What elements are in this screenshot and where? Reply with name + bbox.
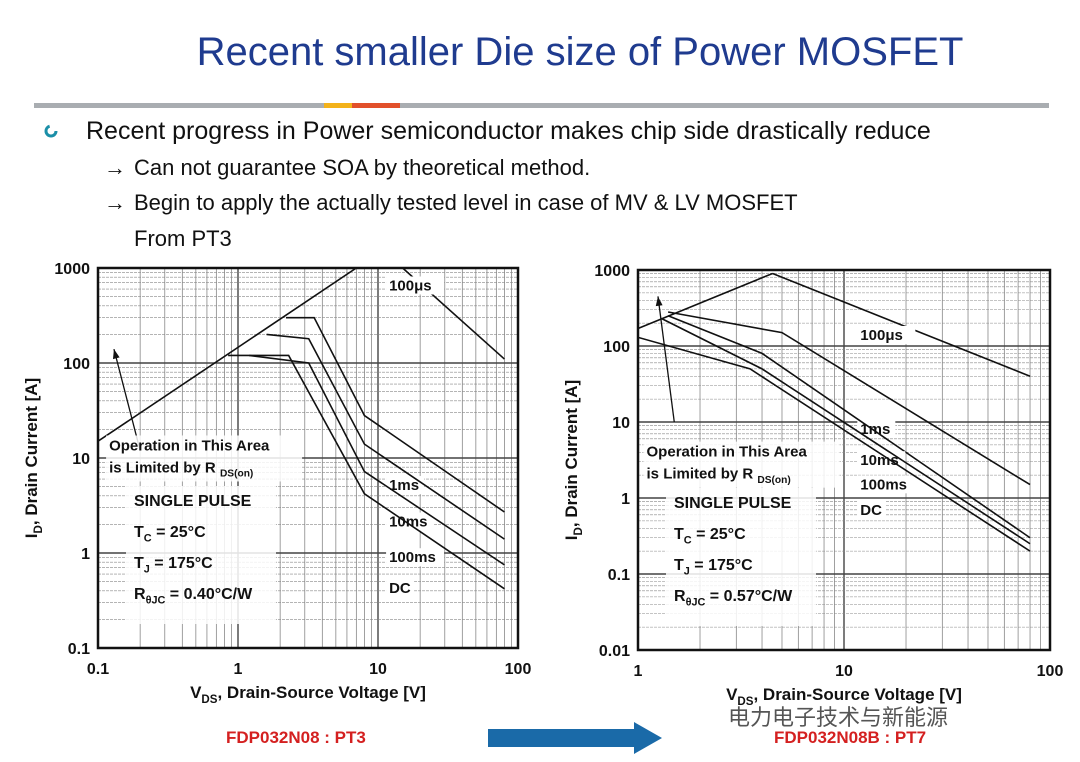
left-part-label: FDP032N08 : PT3: [226, 728, 366, 747]
y-tick-label: 0.1: [608, 567, 630, 584]
series-label-bg: [386, 548, 445, 567]
annotation-bg: [643, 441, 840, 488]
condition-line: RθJC = 0.57°C/W: [674, 588, 793, 608]
soa-curve-100μs: [772, 272, 1031, 377]
y-tick-label: 1: [621, 491, 630, 508]
condition-line: TJ = 175°C: [134, 555, 213, 575]
conditions-bg: [666, 488, 816, 626]
y-tick-label: 1000: [594, 263, 630, 280]
annotation-arrowhead-icon: [112, 349, 120, 360]
series-label: 100μs: [860, 327, 903, 344]
x-tick-label: 10: [369, 661, 387, 678]
y-tick-label: 1000: [54, 261, 90, 278]
series-label-bg: [857, 325, 916, 344]
series-label-bg: [386, 276, 445, 295]
x-axis-label: VDS, Drain-Source Voltage [V]: [190, 683, 426, 706]
sub-point-1-text: Can not guarantee SOA by theoretical met…: [134, 155, 591, 180]
right-part-label: FDP032N08B : PT7: [774, 728, 927, 747]
series-label: 1ms: [860, 421, 890, 438]
soa-curve-100ms: [248, 354, 505, 566]
arrow-right-icon: →: [104, 190, 126, 215]
bullet-text: Recent progress in Power semiconductor m…: [86, 117, 931, 145]
series-label: DC: [389, 580, 411, 597]
y-tick-label: 10: [612, 415, 630, 432]
soa-curve-10ms: [266, 333, 505, 540]
series-label-bg: [386, 578, 415, 597]
condition-line: SINGLE PULSE: [134, 493, 252, 510]
soa-curve-100μs: [356, 268, 505, 360]
series-label: DC: [860, 502, 882, 519]
big-right-arrow-icon: [488, 722, 662, 754]
annotation-line-2: is Limited by R DS(on): [109, 459, 253, 479]
annotation-arrowhead-icon: [655, 296, 663, 307]
annotation-arrow-line: [113, 348, 141, 451]
annotation-bg: [106, 435, 303, 482]
y-tick-label: 100: [63, 356, 90, 373]
x-tick-label: 10: [835, 663, 853, 680]
soa-curve-DC: [638, 336, 1031, 552]
watermark-text: 电力电子技术与新能源: [728, 705, 949, 730]
sub-point-2-text: Begin to apply the actually tested level…: [134, 190, 798, 215]
sub-point-2: → Begin to apply the actually tested leve…: [104, 190, 798, 216]
title-divider: [34, 103, 1049, 108]
condition-line: SINGLE PULSE: [674, 495, 792, 512]
series-label-bg: [857, 475, 916, 494]
series-label: 100μs: [389, 277, 432, 294]
soa-chart-left: 0.1 1 10 100 0.1 1 10 100 1000 VDS, Drain-Source …: [22, 261, 532, 706]
series-label-bg: [386, 476, 425, 495]
y-tick-label: 100: [603, 339, 630, 356]
y-axis-label: ID, Drain Current [A]: [22, 378, 45, 538]
condition-line: TJ = 175°C: [674, 557, 753, 577]
soa-curve-DC: [228, 354, 505, 590]
series-label: 100ms: [389, 549, 436, 566]
condition-line: TC = 25°C: [674, 526, 746, 546]
series-label: 10ms: [860, 452, 898, 469]
y-tick-label: 10: [72, 451, 90, 468]
series-label-bg: [857, 419, 896, 438]
conditions-bg: [126, 486, 276, 624]
series-label: 100ms: [860, 476, 907, 493]
bullet-ring-icon: [44, 124, 58, 138]
soa-curve-10ms: [667, 315, 1031, 539]
series-label: 1ms: [389, 477, 419, 494]
plot-frame: [636, 268, 1052, 652]
y-tick-label: 0.1: [68, 641, 90, 658]
x-tick-label: 100: [505, 661, 532, 678]
soa-curve-1ms: [285, 316, 505, 513]
soa-curve-1ms: [667, 311, 1031, 486]
soa-curve-100ms: [661, 317, 1031, 545]
soa-chart-right: 1 10 100 0.01 0.1 1 10 100 1000 VDS, Drain-Source…: [562, 263, 1064, 708]
sub-point-1: → Can not guarantee SOA by theoretical me…: [104, 155, 590, 181]
x-tick-label: 0.1: [87, 661, 109, 678]
series-label: 10ms: [389, 514, 427, 531]
x-tick-label: 1: [634, 663, 643, 680]
annotation-arrow-line: [657, 296, 675, 423]
annotation-line-1: Operation in This Area: [647, 444, 808, 461]
x-tick-label: 1: [234, 661, 243, 678]
annotation-line-2: is Limited by R DS(on): [647, 466, 791, 486]
condition-line: RθJC = 0.40°C/W: [134, 586, 253, 606]
x-axis-label: VDS, Drain-Source Voltage [V]: [726, 685, 962, 708]
series-label-bg: [857, 500, 886, 519]
y-axis-label: ID, Drain Current [A]: [562, 380, 585, 540]
slide-title: Recent smaller Die size of Power MOSFET: [196, 30, 964, 74]
rds-limit-line: [98, 268, 357, 442]
series-label-bg: [857, 451, 906, 470]
sub-point-3-text: From PT3: [134, 226, 232, 251]
y-tick-label: 1: [81, 546, 90, 563]
y-tick-label: 0.01: [599, 643, 630, 660]
plot-frame: [96, 266, 520, 650]
arrow-right-icon: →: [104, 155, 126, 180]
condition-line: TC = 25°C: [134, 524, 206, 544]
annotation-line-1: Operation in This Area: [109, 437, 270, 454]
x-tick-label: 100: [1037, 663, 1064, 680]
